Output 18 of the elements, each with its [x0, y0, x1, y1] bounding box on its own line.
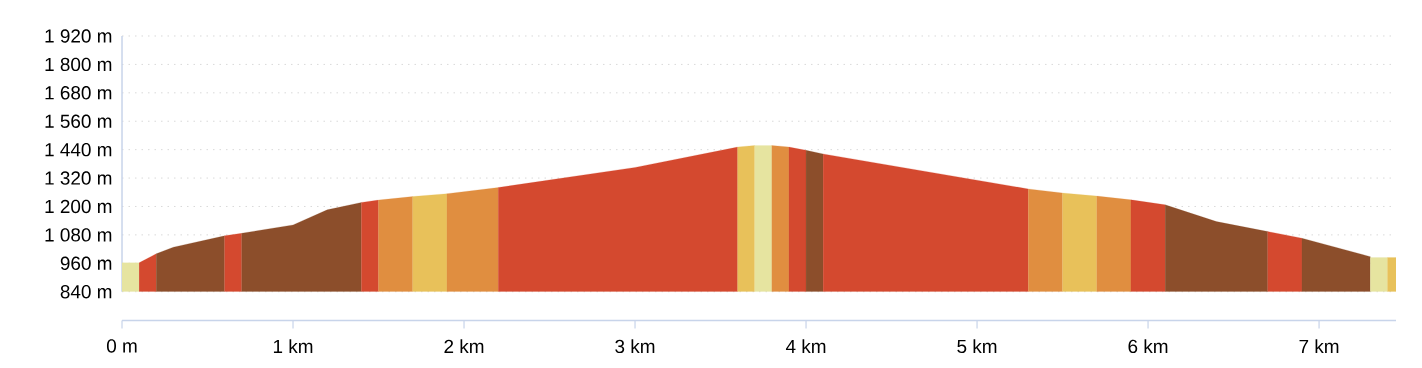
y-tick-label: 1 080 m: [45, 228, 112, 242]
y-tick-label: 960 m: [60, 256, 112, 270]
x-tick-label: 7 km: [1299, 339, 1339, 353]
y-tick-label: 1 920 m: [45, 29, 112, 43]
y-tick-label: 840 m: [60, 285, 112, 299]
x-tick-label: 3 km: [615, 339, 655, 354]
y-tick-label: 1 200 m: [45, 199, 112, 214]
x-tick-label: 2 km: [444, 339, 484, 353]
x-tick-label: 5 km: [957, 339, 997, 354]
y-tick-label: 1 320 m: [45, 171, 112, 185]
x-tick-label: 6 km: [1128, 339, 1168, 354]
x-tick-label: 0 m: [106, 339, 137, 353]
y-tick-label: 1 800 m: [45, 57, 112, 72]
x-tick-label: 1 km: [273, 339, 313, 353]
y-tick-label: 1 440 m: [45, 142, 112, 157]
y-tick-label: 1 680 m: [45, 86, 112, 100]
y-tick-label: 1 560 m: [45, 114, 112, 128]
x-tick-label: 4 km: [785, 339, 826, 353]
